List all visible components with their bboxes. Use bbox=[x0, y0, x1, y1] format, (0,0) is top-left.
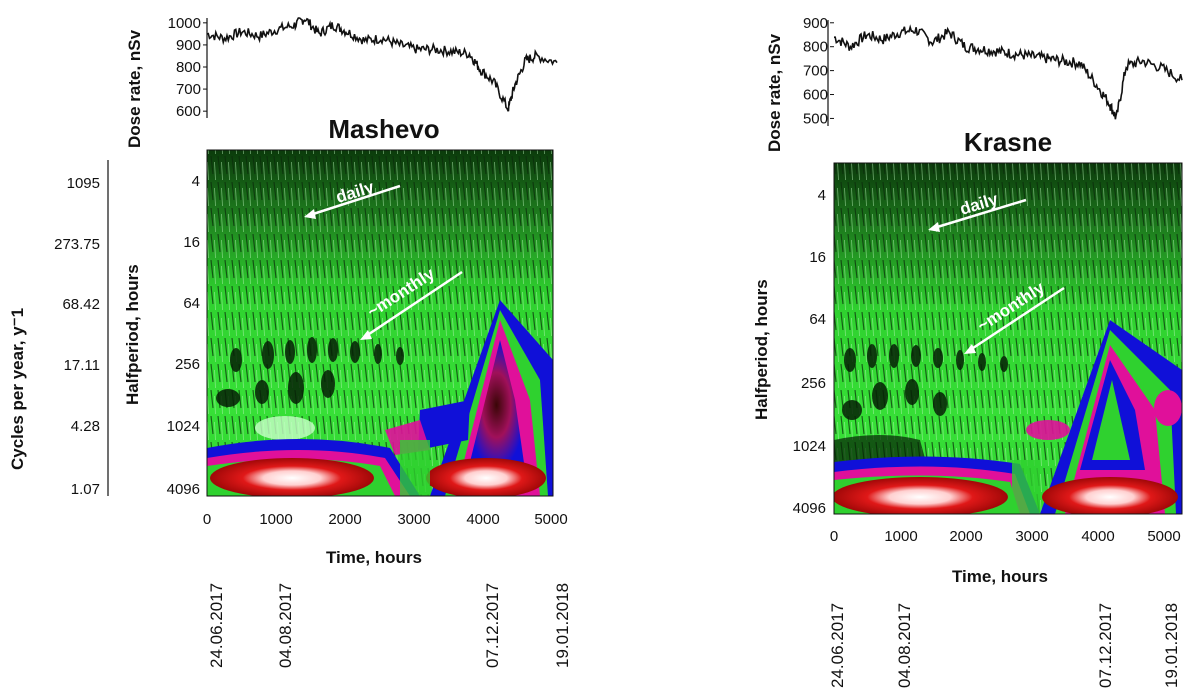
krasne-ytick: 1024 bbox=[793, 438, 826, 455]
mashevo-dose-ylabel: Dose rate, nSv bbox=[125, 29, 144, 148]
krasne-ytick: 256 bbox=[801, 375, 826, 392]
mashevo-xtick: 3000 bbox=[397, 511, 430, 528]
mashevo-dose-tick-label: 900 bbox=[176, 37, 201, 54]
krasne-dose-tick-label: 800 bbox=[803, 39, 828, 56]
cycles-tick: 17.11 bbox=[64, 357, 100, 374]
cycles-tick: 4.28 bbox=[71, 418, 100, 435]
krasne-daily-arrowhead-icon bbox=[928, 222, 940, 232]
mashevo-daily-arrowhead-icon bbox=[304, 209, 316, 219]
krasne-time-axis: 0 1000 2000 3000 4000 5000 Time, hours bbox=[830, 528, 1181, 586]
krasne-title: Krasne bbox=[964, 127, 1052, 157]
mashevo-halfperiod-axis: 4 16 64 256 1024 4096 Halfperiod, hours bbox=[123, 173, 200, 498]
mashevo-dose-tick-label: 700 bbox=[176, 81, 201, 98]
krasne-dose-tick-label: 900 bbox=[803, 15, 828, 32]
krasne-ytick: 4096 bbox=[793, 500, 826, 517]
mashevo-time-axis: 0 1000 2000 3000 4000 5000 Time, hours bbox=[203, 511, 568, 567]
krasne-dose-tick-label: 700 bbox=[803, 63, 828, 80]
mashevo-xtick: 2000 bbox=[328, 511, 361, 528]
mashevo-ytick: 16 bbox=[183, 234, 200, 251]
mashevo-ytick: 1024 bbox=[167, 418, 200, 435]
krasne-dose-tick-label: 500 bbox=[803, 110, 828, 127]
cycles-tick: 1095 bbox=[67, 175, 100, 192]
krasne-ytick: 16 bbox=[809, 249, 826, 266]
krasne-date: 04.08.2017 bbox=[895, 603, 914, 688]
mashevo-monthly-arrow bbox=[365, 270, 463, 338]
mashevo-dose-tick-label: 800 bbox=[176, 59, 201, 76]
krasne-monthly-arrow bbox=[969, 286, 1065, 352]
krasne-date: 24.06.2017 bbox=[828, 603, 847, 688]
mashevo-date: 07.12.2017 bbox=[483, 583, 502, 668]
cycles-tick: 68.42 bbox=[62, 296, 100, 313]
cycles-per-year-label: Cycles per year, y⁻1 bbox=[8, 308, 27, 470]
mashevo-halfperiod-label: Halfperiod, hours bbox=[123, 264, 142, 405]
krasne-halfperiod-axis: 4 16 64 256 1024 4096 Halfperiod, hours bbox=[752, 187, 826, 517]
mashevo-xtick: 5000 bbox=[534, 511, 567, 528]
cycles-tick: 1.07 bbox=[71, 481, 100, 498]
mashevo-ytick: 4096 bbox=[167, 481, 200, 498]
mashevo-ytick: 256 bbox=[175, 356, 200, 373]
mashevo-dates: 24.06.2017 04.08.2017 07.12.2017 19.01.2… bbox=[207, 583, 572, 668]
krasne-ytick: 64 bbox=[809, 311, 826, 328]
mashevo-xtick: 1000 bbox=[259, 511, 292, 528]
mashevo-dose-series bbox=[206, 17, 558, 112]
mashevo-monthly-arrowhead-icon bbox=[360, 330, 372, 340]
mashevo-title: Mashevo bbox=[328, 114, 439, 144]
krasne-xtick: 5000 bbox=[1147, 528, 1180, 545]
krasne-xtick: 3000 bbox=[1015, 528, 1048, 545]
krasne-dose-panel: 900 800 700 600 500 Dose rate, nSv bbox=[765, 15, 1183, 152]
krasne-time-label: Time, hours bbox=[952, 567, 1048, 586]
mashevo-time-label: Time, hours bbox=[326, 548, 422, 567]
mashevo-daily-arrow bbox=[309, 184, 401, 217]
krasne-monthly-arrowhead-icon bbox=[964, 344, 976, 354]
cycles-tick: 273.75 bbox=[54, 236, 100, 253]
krasne-xtick: 1000 bbox=[884, 528, 917, 545]
krasne-xtick: 4000 bbox=[1081, 528, 1114, 545]
mashevo-xtick: 0 bbox=[203, 511, 211, 528]
krasne-dates: 24.06.2017 04.08.2017 07.12.2017 19.01.2… bbox=[828, 603, 1181, 688]
krasne-dose-series bbox=[834, 24, 1183, 120]
mashevo-dose-panel: 1000 900 800 700 600 Dose rate, nSv bbox=[125, 15, 558, 148]
mashevo-date: 04.08.2017 bbox=[276, 583, 295, 668]
mashevo-wavelet-heatmap bbox=[207, 150, 553, 496]
mashevo-ytick: 64 bbox=[183, 295, 200, 312]
mashevo-dose-tick-label: 600 bbox=[176, 103, 201, 120]
krasne-wavelet-heatmap bbox=[834, 163, 1182, 514]
cycles-per-year-axis: 1095 273.75 68.42 17.11 4.28 1.07 Cycles… bbox=[8, 160, 109, 498]
mashevo-dose-tick-label: 1000 bbox=[168, 15, 201, 32]
krasne-dose-tick-label: 600 bbox=[803, 87, 828, 104]
mashevo-date: 24.06.2017 bbox=[207, 583, 226, 668]
krasne-date: 07.12.2017 bbox=[1096, 603, 1115, 688]
mashevo-xtick: 4000 bbox=[466, 511, 499, 528]
krasne-daily-arrow bbox=[933, 198, 1027, 230]
mashevo-wavelet-frame bbox=[206, 149, 554, 497]
krasne-xtick: 0 bbox=[830, 528, 838, 545]
krasne-ytick: 4 bbox=[818, 187, 826, 204]
krasne-dose-ylabel: Dose rate, nSv bbox=[765, 33, 784, 152]
krasne-xtick: 2000 bbox=[949, 528, 982, 545]
mashevo-ytick: 4 bbox=[192, 173, 200, 190]
mashevo-date: 19.01.2018 bbox=[553, 583, 572, 668]
krasne-wavelet-frame bbox=[833, 162, 1183, 515]
krasne-halfperiod-label: Halfperiod, hours bbox=[752, 279, 771, 420]
krasne-date: 19.01.2018 bbox=[1162, 603, 1181, 688]
